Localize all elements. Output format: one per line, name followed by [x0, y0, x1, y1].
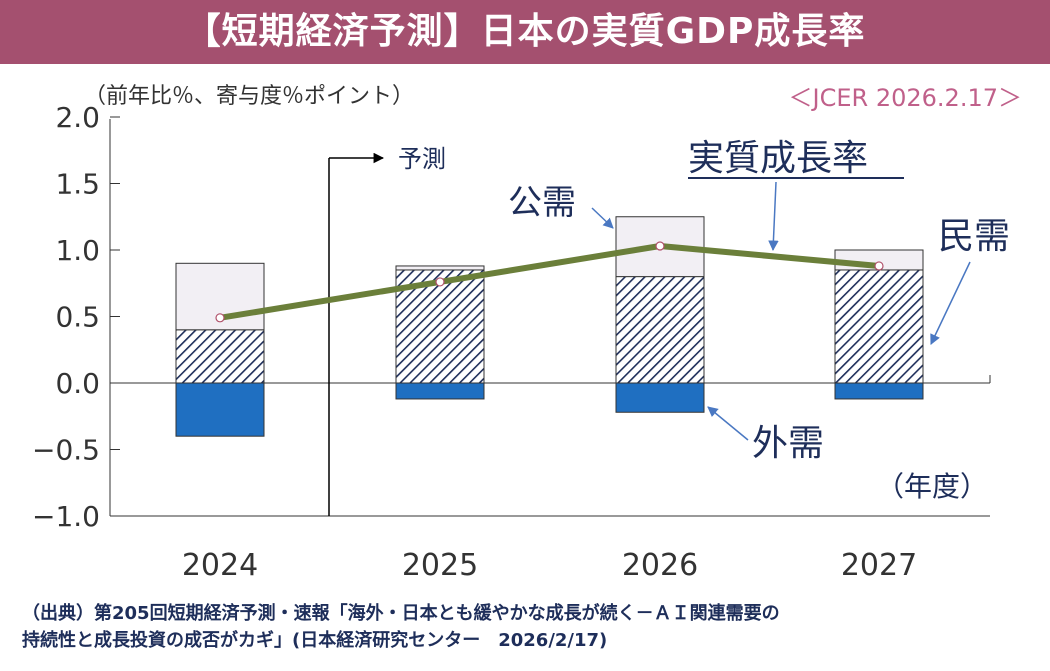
y-tick-label: 2.0 — [55, 101, 100, 134]
chart-title: 【短期経済予測】日本の実質GDP成長率 — [184, 11, 866, 52]
y-tick-label: −0.5 — [32, 434, 100, 467]
bar-external-demand — [834, 382, 924, 400]
growth-line-group — [215, 241, 884, 323]
footnote: （出典）第205回短期経済予測・速報「海外・日本とも緩やかな成長が続く－ＡＩ関連… — [22, 600, 1032, 654]
growth-rate-point — [655, 241, 665, 251]
bar-external-demand — [175, 382, 265, 437]
x-axis-unit-label: （年度） — [876, 470, 988, 503]
growth-rate-arrow — [768, 181, 779, 252]
growth-rate-point — [215, 313, 225, 323]
public-demand-arrow — [591, 207, 614, 229]
title-bar — [0, 0, 1050, 64]
category-label: 2027 — [841, 548, 917, 583]
y-tick-label: 1.0 — [55, 234, 100, 267]
private-demand-label: 民需 — [938, 216, 1010, 257]
y-tick-label: 0.5 — [55, 301, 100, 334]
growth-rate-point — [874, 261, 884, 271]
unit-label: （前年比％、寄与度％ポイント） — [84, 84, 415, 109]
growth-rate-line — [219, 243, 880, 321]
y-ticks: 2.0 1.5 1.0 0.5 0.0 −0.5 −1.0 — [32, 101, 120, 533]
bar-external-demand — [615, 382, 705, 413]
y-tick-label: 1.5 — [55, 168, 100, 201]
growth-rate-point — [435, 277, 445, 287]
category-labels: 2024 2025 2026 2027 — [182, 548, 917, 583]
footnote-line-1: （出典）第205回短期経済予測・速報「海外・日本とも緩やかな成長が続く－ＡＩ関連… — [22, 603, 780, 624]
forecast-label: 予測 — [398, 145, 446, 173]
bar-public-demand — [395, 265, 485, 271]
bar-private-demand — [615, 276, 705, 384]
y-tick-label: 0.0 — [55, 367, 100, 400]
bar-external-demand — [395, 382, 485, 400]
external-demand-arrow — [707, 406, 749, 441]
growth-rate-label: 実質成長率 — [688, 138, 868, 179]
bar-private-demand — [834, 269, 924, 384]
chart-area: 2.0 1.5 1.0 0.5 0.0 −0.5 −1.0 2024 2025 2026 2027… — [32, 101, 1010, 583]
y-tick-label: −1.0 — [32, 500, 100, 533]
source-tag: ＜JCER 2026.2.17＞ — [788, 84, 1022, 112]
public-demand-label: 公需 — [508, 183, 576, 223]
external-demand-label: 外需 — [752, 423, 824, 464]
category-label: 2025 — [402, 548, 478, 583]
category-label: 2024 — [182, 548, 258, 583]
private-demand-arrow — [930, 261, 971, 345]
bar-private-demand — [175, 329, 265, 384]
bars — [175, 216, 924, 437]
footnote-line-2: 持続性と成長投資の成否がカギ」(日本経済研究センター 2026/2/17) — [22, 630, 608, 651]
category-label: 2026 — [622, 548, 698, 583]
